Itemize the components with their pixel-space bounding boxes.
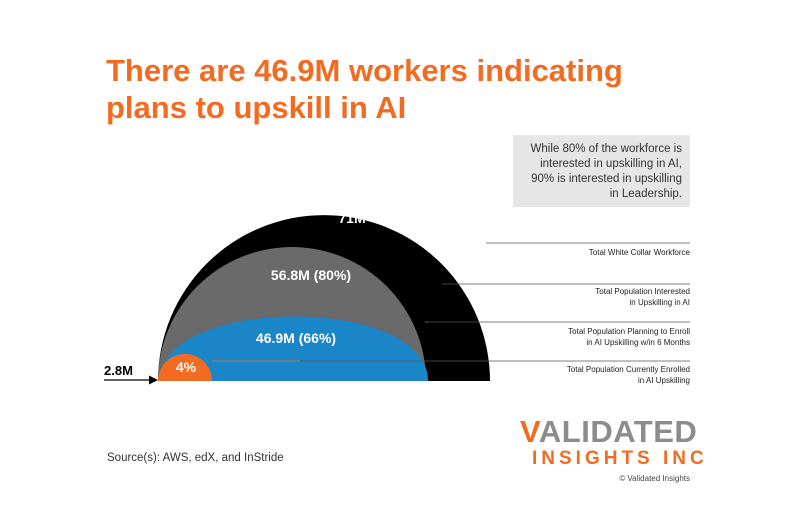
logo-rest: ALIDATED: [538, 414, 698, 449]
callout-arrow-icon: [149, 375, 158, 385]
label-workforce: 71M: [338, 210, 365, 226]
legend-interested-text-2: in Upskilling in AI: [630, 298, 690, 307]
legend-enrolled-text-2: in AI Upskilling: [638, 376, 690, 385]
callout-label: 2.8M: [104, 363, 133, 378]
legend-workforce-text-1: Total White Collar Workforce: [589, 248, 691, 257]
title-line-2: plans to upskill in AI: [106, 90, 407, 125]
legend-planning-text-2: in AI Upskilling w/in 6 Months: [586, 338, 690, 347]
title-line-1: There are 46.9M workers indicating: [106, 53, 623, 88]
source-note: Source(s): AWS, edX, and InStride: [107, 452, 284, 464]
note-line-3: 90% is interested in upskilling: [531, 173, 682, 185]
label-interested: 56.8M (80%): [271, 267, 351, 283]
label-planning: 46.9M (66%): [256, 330, 336, 346]
logo-v: V: [520, 414, 539, 449]
logo: VALIDATED: [520, 416, 720, 448]
series-enrolled-arc: [158, 354, 212, 381]
note-box: While 80% of the workforce is interested…: [513, 135, 690, 207]
note-line-2: interested in upskilling in AI,: [540, 158, 682, 170]
logo-subtitle: INSIGHTS INC: [532, 448, 708, 469]
copyright: © Validated Insights: [619, 474, 690, 483]
note-line-4: in Leadership.: [609, 188, 682, 200]
legend-interested-text-1: Total Population Interested: [595, 287, 690, 296]
legend-planning-text-1: Total Population Planning to Enroll: [568, 327, 690, 336]
legend-enrolled-text-1: Total Population Currently Enrolled: [567, 365, 690, 374]
chart-title: There are 46.9M workers indicating plans…: [106, 52, 706, 126]
series-planning-arc: [160, 316, 428, 381]
label-enrolled: 4%: [176, 359, 197, 375]
note-line-1: While 80% of the workforce is: [530, 143, 682, 155]
